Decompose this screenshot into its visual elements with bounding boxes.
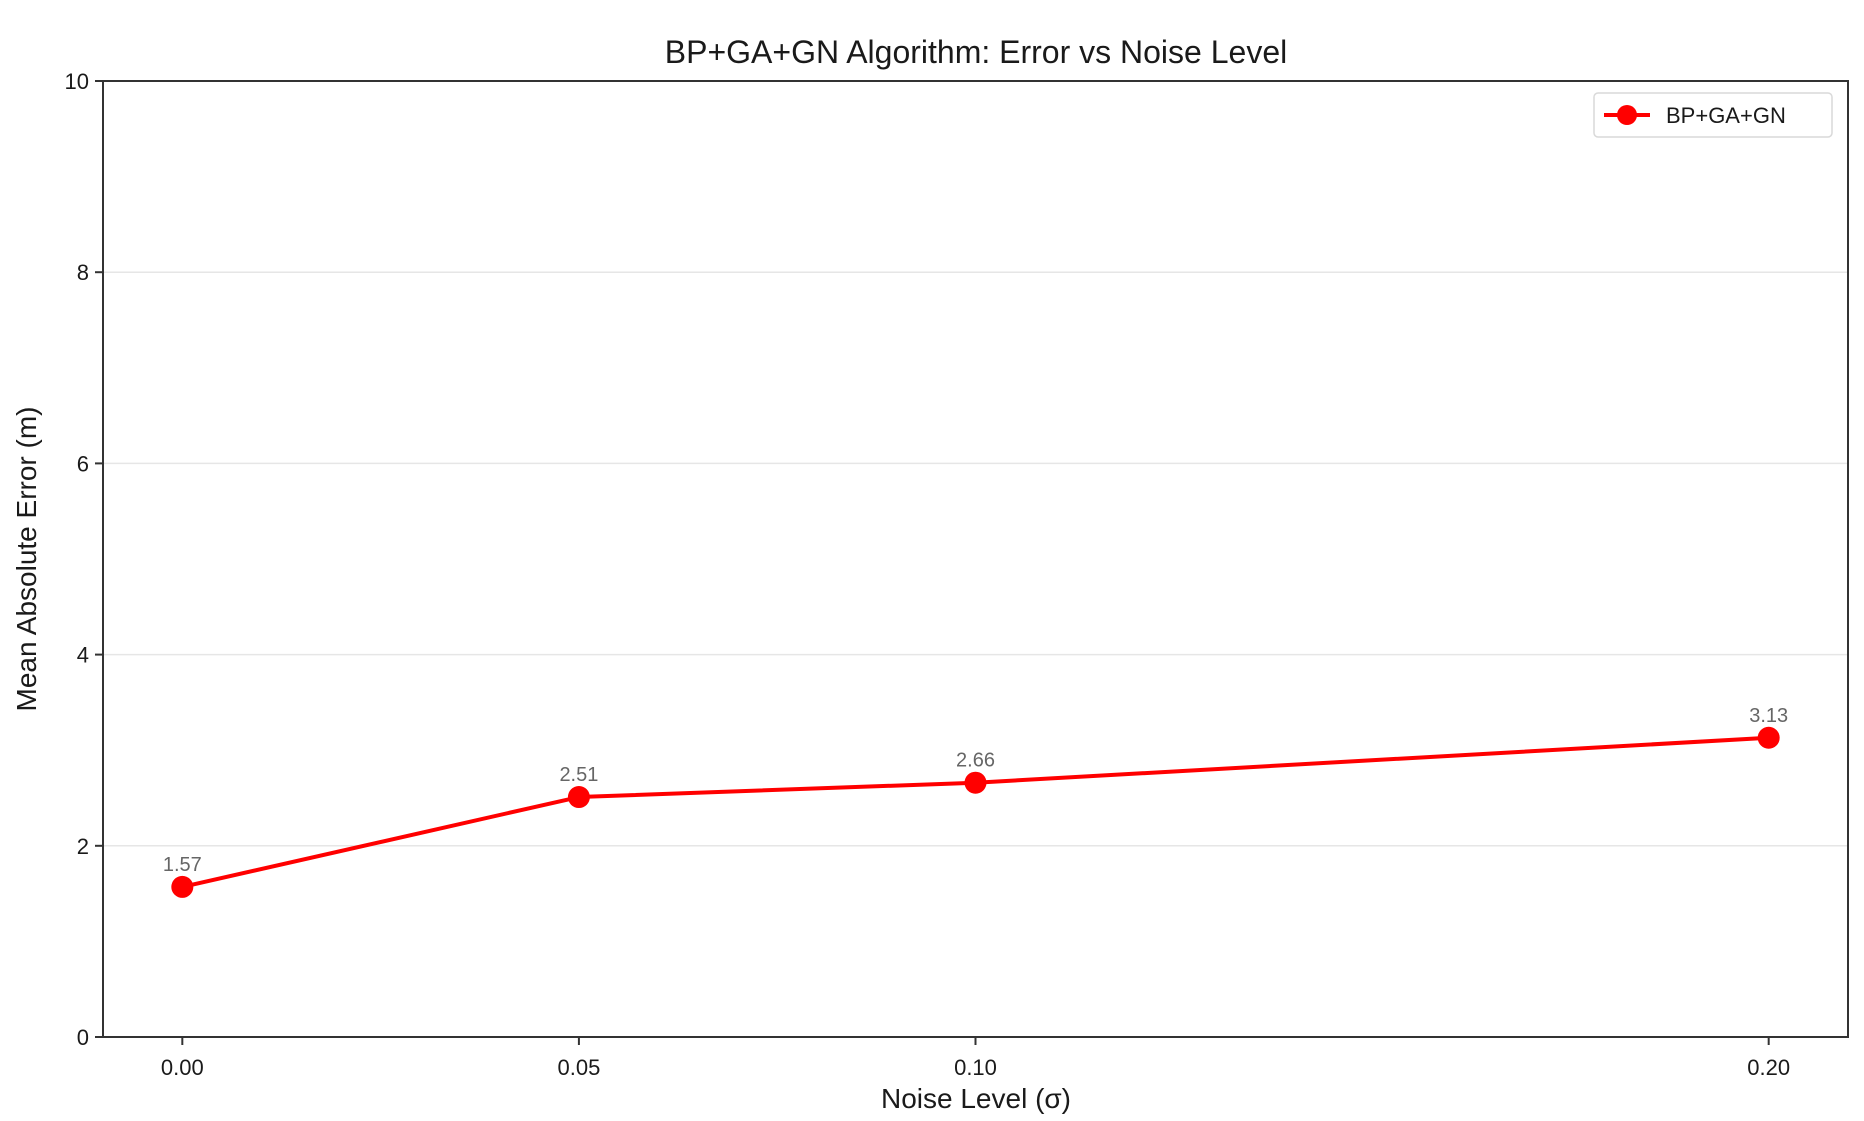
y-tick-label: 4 bbox=[77, 643, 89, 668]
legend: BP+GA+GN bbox=[1593, 92, 1833, 138]
series-line bbox=[181, 735, 1769, 889]
y-tick-label: 10 bbox=[65, 69, 89, 94]
data-label: 2.66 bbox=[956, 750, 995, 772]
x-tick-label: 0.05 bbox=[557, 1055, 600, 1080]
x-tick-label: 0.00 bbox=[161, 1055, 204, 1080]
data-labels: 1.57 2.51 2.66 3.13 bbox=[163, 705, 1788, 876]
legend-marker bbox=[1617, 105, 1637, 125]
y-axis: 0 2 4 6 8 10 bbox=[65, 69, 103, 1050]
data-label: 3.13 bbox=[1749, 705, 1788, 727]
x-tick-label: 0.10 bbox=[954, 1055, 997, 1080]
x-axis-label: Noise Level (σ) bbox=[881, 1083, 1071, 1114]
data-label: 1.57 bbox=[163, 854, 202, 876]
data-point bbox=[567, 786, 590, 809]
legend-box bbox=[1593, 92, 1833, 138]
plot-area-frame bbox=[102, 80, 1849, 1038]
legend-label: BP+GA+GN bbox=[1666, 103, 1786, 128]
y-tick-label: 0 bbox=[77, 1025, 89, 1050]
x-axis: 0.00 0.05 0.10 0.20 bbox=[161, 1037, 1790, 1080]
data-point bbox=[171, 875, 194, 898]
grid-lines bbox=[103, 271, 1848, 847]
y-tick-label: 2 bbox=[77, 834, 89, 859]
series-layer bbox=[171, 726, 1780, 898]
y-tick-label: 6 bbox=[77, 451, 89, 476]
y-tick-label: 8 bbox=[77, 260, 89, 285]
y-axis-label: Mean Absolute Error (m) bbox=[11, 407, 42, 712]
chart-title: BP+GA+GN Algorithm: Error vs Noise Level bbox=[665, 34, 1287, 70]
data-point bbox=[964, 771, 987, 794]
data-point bbox=[1757, 726, 1780, 749]
x-tick-label: 0.20 bbox=[1747, 1055, 1790, 1080]
data-label: 2.51 bbox=[559, 764, 598, 786]
